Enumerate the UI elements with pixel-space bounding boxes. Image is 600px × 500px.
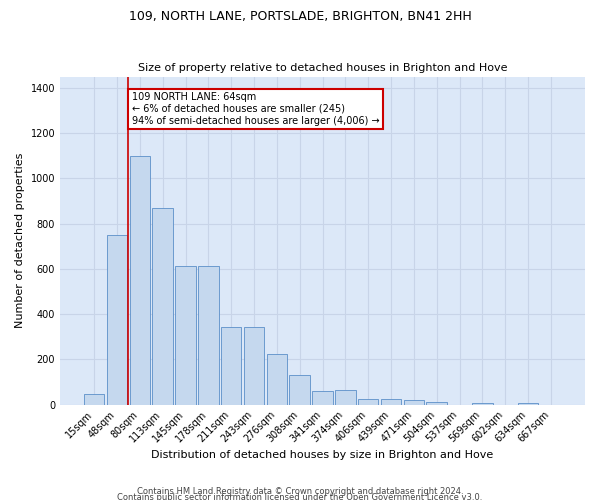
Bar: [175, 266, 196, 404]
Text: 109, NORTH LANE, PORTSLADE, BRIGHTON, BN41 2HH: 109, NORTH LANE, PORTSLADE, BRIGHTON, BN…: [128, 10, 472, 23]
Bar: [472, 403, 493, 404]
Bar: [130, 156, 150, 404]
X-axis label: Distribution of detached houses by size in Brighton and Hove: Distribution of detached houses by size …: [151, 450, 494, 460]
Bar: [381, 399, 401, 404]
Text: Contains public sector information licensed under the Open Government Licence v3: Contains public sector information licen…: [118, 492, 482, 500]
Bar: [152, 208, 173, 404]
Bar: [358, 399, 379, 404]
Bar: [427, 402, 447, 404]
Bar: [244, 326, 264, 404]
Bar: [266, 354, 287, 405]
Bar: [221, 326, 241, 404]
Bar: [312, 390, 333, 404]
Text: 109 NORTH LANE: 64sqm
← 6% of detached houses are smaller (245)
94% of semi-deta: 109 NORTH LANE: 64sqm ← 6% of detached h…: [132, 92, 379, 126]
Text: Contains HM Land Registry data © Crown copyright and database right 2024.: Contains HM Land Registry data © Crown c…: [137, 486, 463, 496]
Bar: [198, 266, 218, 404]
Bar: [107, 235, 127, 404]
Bar: [335, 390, 356, 404]
Bar: [404, 400, 424, 404]
Bar: [518, 403, 538, 404]
Title: Size of property relative to detached houses in Brighton and Hove: Size of property relative to detached ho…: [138, 63, 507, 73]
Y-axis label: Number of detached properties: Number of detached properties: [15, 153, 25, 328]
Bar: [84, 394, 104, 404]
Bar: [289, 376, 310, 404]
